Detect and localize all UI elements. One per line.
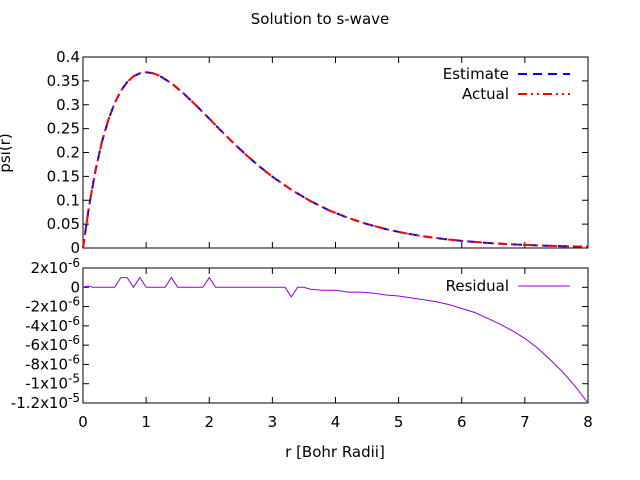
series-line-residual [82, 276, 589, 404]
bottom-y-tick-label: 0 [70, 278, 80, 296]
bottom-x-tick-label: 8 [583, 413, 593, 431]
bottom-plot-area: 2x10-60-2x10-6-4x10-6-6x10-6-8x10-6-1x10… [11, 256, 593, 431]
bottom-x-tick-label: 7 [520, 413, 530, 431]
bottom-y-tick-label: -6x10-6 [25, 333, 80, 354]
bottom-y-tick-label: -1.2x10-5 [11, 391, 80, 412]
series-line-actual [82, 71, 589, 249]
top-y-tick-label: 0.2 [56, 144, 80, 162]
top-y-tick-label: 0.1 [56, 191, 80, 209]
bottom-x-tick-label: 2 [204, 413, 214, 431]
top-y-tick-label: 0.25 [47, 120, 80, 138]
top-y-tick-label: 0.15 [47, 167, 80, 185]
series-line-estimate [82, 71, 589, 249]
chart-title: Solution to s-wave [251, 10, 390, 28]
bottom-frame [82, 267, 589, 404]
top-plot-area: 0 0.05 0.1 0.15 0.2 0.25 0.3 0.35 0.4 Estimate Act… [47, 48, 589, 257]
bottom-y-tick-label: -1x10-5 [25, 372, 80, 393]
bottom-y-tick-label: 2x10-6 [31, 256, 80, 277]
bottom-x-tick-label: 3 [268, 413, 278, 431]
top-y-axis-label: psi(r) [0, 133, 14, 172]
bottom-x-tick-label: 5 [394, 413, 404, 431]
top-y-tick-label: 0.05 [47, 215, 80, 233]
top-y-tick-label: 0.4 [56, 48, 80, 66]
legend-label-actual: Actual [462, 85, 509, 103]
bottom-y-tick-label: -4x10-6 [25, 314, 80, 335]
top-y-tick-label: 0 [70, 239, 80, 257]
bottom-x-tick-label: 4 [331, 413, 341, 431]
top-frame [82, 56, 589, 249]
bottom-x-tick-label: 1 [141, 413, 151, 431]
legend-label-estimate: Estimate [443, 65, 509, 83]
bottom-y-tick-label: -8x10-6 [25, 352, 80, 373]
bottom-y-tick-label: -2x10-6 [25, 295, 80, 316]
bottom-x-tick-label: 0 [78, 413, 88, 431]
x-axis-label: r [Bohr Radii] [285, 443, 385, 461]
top-y-tick-label: 0.35 [47, 72, 80, 90]
top-y-tick-label: 0.3 [56, 96, 80, 114]
bottom-x-tick-label: 6 [457, 413, 467, 431]
legend-label-residual: Residual [446, 277, 509, 295]
